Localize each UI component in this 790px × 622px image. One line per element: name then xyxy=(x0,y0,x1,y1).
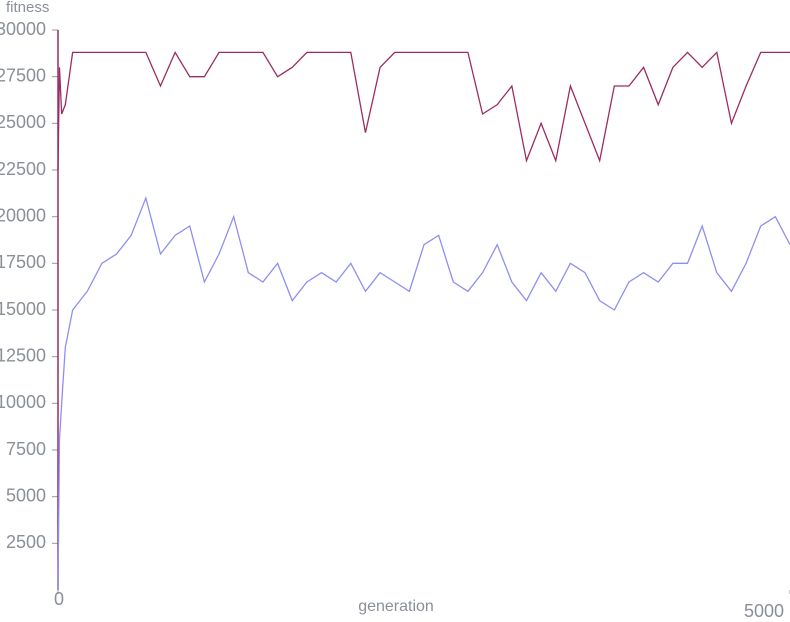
y-tick-label: 15000 xyxy=(0,299,46,319)
series-line xyxy=(57,195,790,591)
y-tick-label: 2500 xyxy=(6,532,46,552)
y-tick-label: 22500 xyxy=(0,159,46,179)
x-axis-label: generation xyxy=(358,598,434,615)
y-tick-label: 5000 xyxy=(6,485,46,505)
y-tick-label: 30000 xyxy=(0,19,46,39)
x-tick-label: 0 xyxy=(54,589,64,609)
y-axis-label: fitness xyxy=(6,0,49,16)
y-tick-label: 12500 xyxy=(0,345,46,365)
x-tick-label: 5000 xyxy=(744,601,784,621)
y-tick-label: 10000 xyxy=(0,392,46,412)
series-line xyxy=(57,50,790,171)
y-tick-label: 27500 xyxy=(0,65,46,85)
y-tick-label: 17500 xyxy=(0,252,46,272)
y-tick-label: 25000 xyxy=(0,112,46,132)
y-tick-label: 7500 xyxy=(6,439,46,459)
y-tick-label: 20000 xyxy=(0,205,46,225)
